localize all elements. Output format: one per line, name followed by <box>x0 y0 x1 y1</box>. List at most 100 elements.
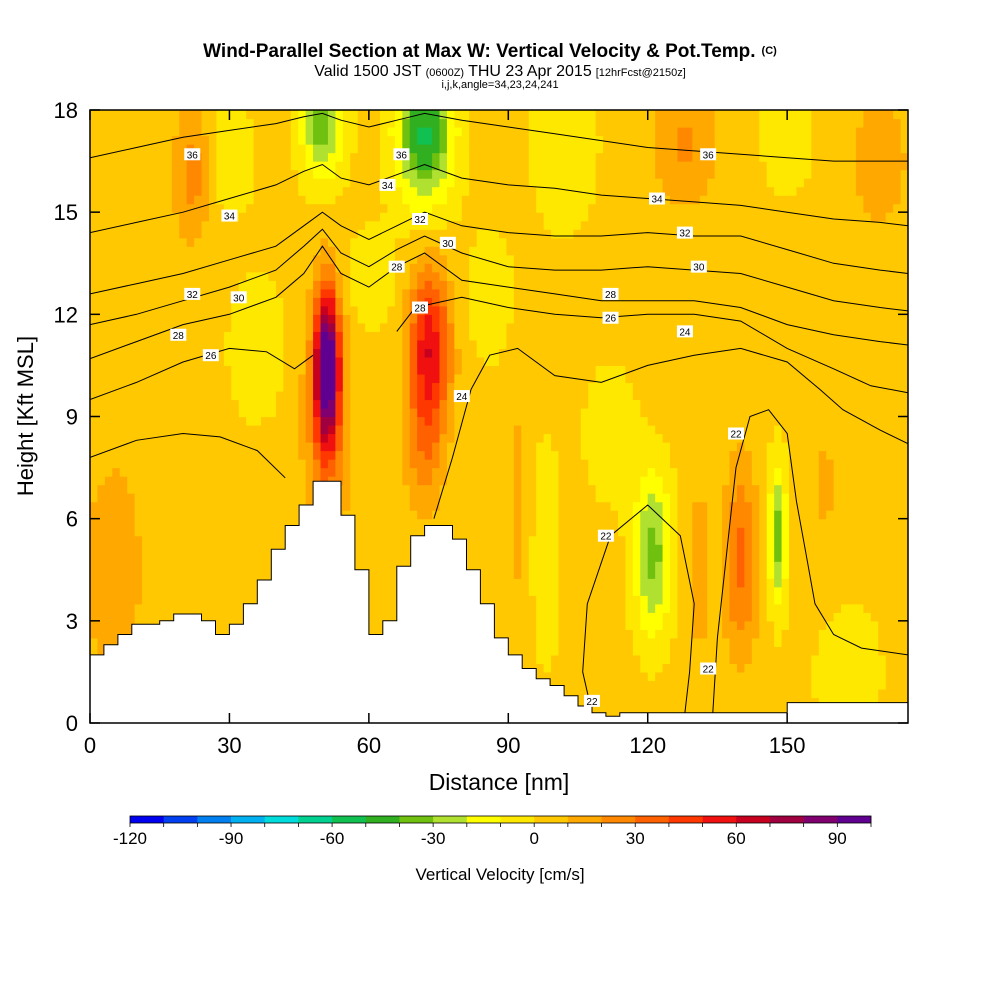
velocity-cell <box>104 322 113 332</box>
velocity-cell <box>194 450 203 460</box>
velocity-cell <box>409 416 418 426</box>
velocity-cell <box>424 271 433 281</box>
velocity-cell <box>491 620 500 630</box>
velocity-cell <box>565 203 574 213</box>
velocity-cell <box>536 271 545 281</box>
velocity-cell <box>417 459 426 469</box>
velocity-cell <box>580 246 589 256</box>
velocity-cell <box>365 561 374 571</box>
velocity-cell <box>253 161 262 171</box>
velocity-cell <box>127 569 136 579</box>
velocity-cell <box>402 246 411 256</box>
velocity-cell <box>253 493 262 503</box>
velocity-cell <box>134 339 143 349</box>
velocity-cell <box>484 407 493 418</box>
velocity-cell <box>409 484 418 494</box>
velocity-cell <box>216 586 225 596</box>
velocity-cell <box>357 493 366 503</box>
velocity-cell <box>342 186 351 196</box>
velocity-cell <box>231 544 240 554</box>
velocity-cell <box>365 356 374 367</box>
velocity-cell <box>179 450 188 460</box>
velocity-cell <box>142 544 151 554</box>
velocity-cell <box>380 535 389 545</box>
velocity-cell <box>119 578 128 588</box>
velocity-cell <box>119 425 128 435</box>
velocity-cell <box>417 280 426 290</box>
velocity-cell <box>484 144 493 154</box>
velocity-cell <box>513 195 522 205</box>
velocity-cell <box>290 161 299 171</box>
velocity-cell <box>313 263 322 273</box>
velocity-cell <box>290 169 299 179</box>
velocity-cell <box>223 416 232 426</box>
velocity-cell <box>142 612 151 622</box>
velocity-cell <box>327 399 336 409</box>
velocity-cell <box>595 425 604 435</box>
velocity-cell <box>186 169 195 179</box>
velocity-cell <box>327 169 336 179</box>
velocity-cell <box>208 144 218 154</box>
velocity-cell <box>461 118 470 128</box>
velocity-cell <box>506 518 515 528</box>
velocity-cell <box>97 288 106 298</box>
velocity-cell <box>97 229 106 239</box>
velocity-cell <box>580 186 589 196</box>
velocity-cell <box>246 390 255 401</box>
velocity-cell <box>536 288 545 298</box>
velocity-cell <box>365 390 374 401</box>
velocity-cell <box>506 110 515 120</box>
velocity-cell <box>357 467 366 477</box>
velocity-cell <box>335 476 344 486</box>
velocity-cell <box>127 433 136 443</box>
velocity-cell <box>521 467 530 477</box>
velocity-cell <box>298 348 307 358</box>
velocity-cell <box>573 161 582 171</box>
velocity-cell <box>194 416 203 426</box>
velocity-cell <box>409 144 418 154</box>
velocity-cell <box>90 331 99 341</box>
velocity-cell <box>164 552 173 562</box>
velocity-cell <box>186 305 195 315</box>
velocity-cell <box>439 467 448 477</box>
velocity-cell <box>588 552 597 562</box>
velocity-cell <box>350 220 359 230</box>
velocity-cell <box>253 263 262 273</box>
velocity-cell <box>491 569 500 579</box>
velocity-cell <box>156 442 165 452</box>
velocity-cell <box>335 169 344 179</box>
velocity-cell <box>491 612 500 622</box>
velocity-cell <box>223 407 232 418</box>
velocity-cell <box>246 220 255 230</box>
velocity-cell <box>536 612 545 622</box>
velocity-cell <box>506 195 515 205</box>
velocity-cell <box>380 127 389 137</box>
velocity-cell <box>551 271 560 281</box>
velocity-cell <box>513 118 522 128</box>
velocity-cell <box>543 169 552 179</box>
velocity-cell <box>365 280 374 290</box>
velocity-cell <box>97 297 106 307</box>
velocity-cell <box>454 314 463 324</box>
velocity-cell <box>194 186 203 196</box>
velocity-cell <box>119 399 128 409</box>
velocity-cell <box>528 305 537 315</box>
velocity-cell <box>432 416 441 426</box>
velocity-cell <box>112 629 121 639</box>
velocity-cell <box>104 561 113 571</box>
velocity-cell <box>588 314 597 324</box>
velocity-cell <box>112 203 121 213</box>
velocity-cell <box>223 442 232 452</box>
velocity-cell <box>484 280 493 290</box>
velocity-cell <box>327 271 336 281</box>
velocity-cell <box>499 603 508 613</box>
velocity-cell <box>201 254 210 264</box>
velocity-cell <box>112 637 121 647</box>
velocity-cell <box>357 169 366 179</box>
velocity-cell <box>290 237 299 247</box>
velocity-cell <box>365 203 374 213</box>
velocity-cell <box>253 331 262 341</box>
velocity-cell <box>186 110 195 120</box>
velocity-cell <box>119 178 128 188</box>
velocity-cell <box>432 314 441 324</box>
